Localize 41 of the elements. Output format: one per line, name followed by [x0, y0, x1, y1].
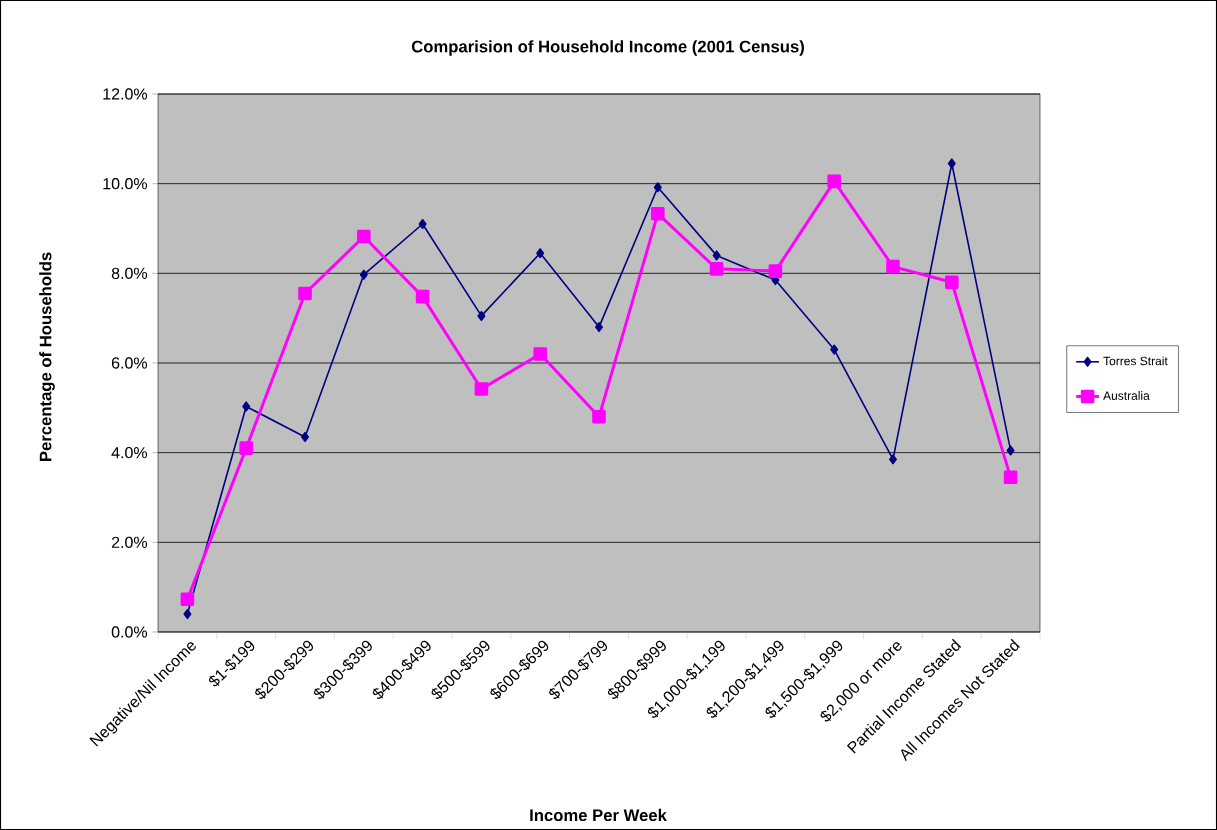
point	[536, 248, 545, 259]
point	[653, 182, 662, 193]
point	[1006, 445, 1015, 456]
point	[651, 206, 665, 221]
y-tick-label: 8.0%	[111, 267, 148, 279]
x-axis-title: Income Per Week	[530, 808, 667, 822]
y-tick-label: 10.0%	[103, 178, 148, 190]
y-axis-title: Percentage of Households	[39, 252, 55, 461]
point	[415, 289, 430, 304]
point	[533, 347, 548, 361]
point	[239, 441, 254, 455]
y-tick-label: 12.0%	[103, 88, 148, 100]
point	[830, 344, 839, 355]
point	[418, 218, 427, 230]
point	[768, 264, 783, 278]
point	[474, 382, 489, 396]
point	[827, 174, 842, 189]
point	[889, 454, 897, 465]
y-tick-label: 0.0%	[111, 626, 148, 638]
point	[298, 286, 312, 301]
point	[886, 259, 900, 274]
y-tick-label: 4.0%	[111, 447, 148, 459]
point	[945, 275, 959, 290]
point	[357, 229, 371, 244]
legend-label: Australia	[1103, 391, 1150, 400]
point	[180, 592, 195, 607]
point	[1003, 470, 1018, 485]
point	[301, 431, 310, 443]
point	[595, 322, 603, 333]
y-tick-label: 2.0%	[111, 536, 148, 548]
point	[712, 250, 721, 261]
point	[477, 310, 486, 321]
y-tick-label: 6.0%	[111, 357, 148, 369]
point	[242, 401, 251, 412]
point	[359, 269, 368, 280]
point	[709, 262, 724, 276]
chart-title: Comparision of Household Income (2001 Census)	[411, 40, 804, 56]
legend-label: Torres Strait	[1103, 356, 1168, 366]
point	[947, 158, 956, 169]
point	[592, 409, 606, 424]
point	[183, 608, 192, 620]
